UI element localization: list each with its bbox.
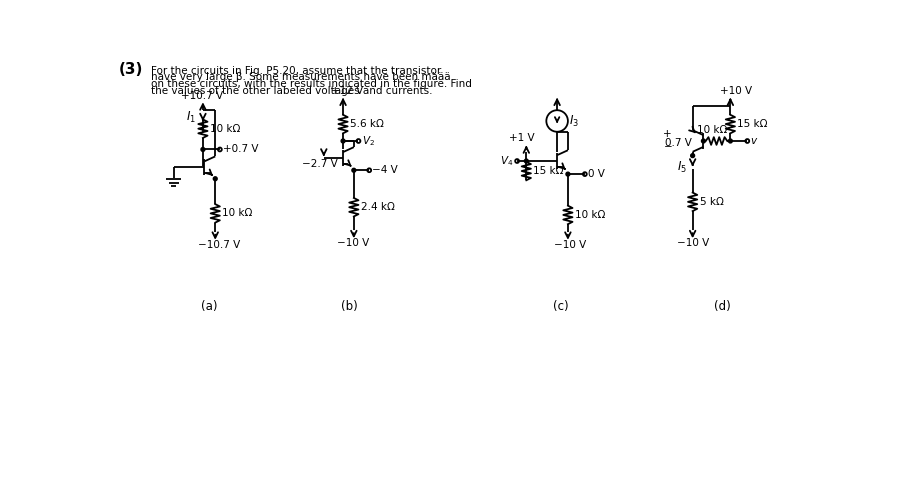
Circle shape	[201, 147, 205, 151]
Text: 10 kΩ: 10 kΩ	[575, 210, 605, 220]
Text: $I_5$: $I_5$	[677, 160, 687, 174]
Text: +12 V: +12 V	[331, 86, 363, 96]
Text: +10 V: +10 V	[719, 86, 752, 96]
Text: −4 V: −4 V	[372, 165, 398, 175]
Text: 10 kΩ: 10 kΩ	[210, 124, 240, 134]
Circle shape	[691, 154, 694, 158]
Text: (c): (c)	[553, 300, 569, 313]
Text: $V_4$: $V_4$	[501, 154, 513, 168]
Text: (a): (a)	[201, 300, 217, 313]
Text: −10 V: −10 V	[337, 238, 370, 248]
Text: 2.4 kΩ: 2.4 kΩ	[361, 202, 395, 212]
Text: 15 kΩ: 15 kΩ	[737, 119, 768, 129]
Text: (3): (3)	[119, 63, 144, 78]
Text: −10.7 V: −10.7 V	[198, 240, 240, 250]
Text: $I_3$: $I_3$	[570, 113, 579, 129]
Text: +10.7 V: +10.7 V	[181, 91, 223, 101]
Text: 10 kΩ: 10 kΩ	[697, 125, 727, 135]
Text: 10 kΩ: 10 kΩ	[222, 208, 253, 218]
Text: −10 V: −10 V	[677, 238, 710, 248]
Text: 15 kΩ: 15 kΩ	[533, 166, 563, 176]
Text: on these circuits, with the results indicated in the figure. Find: on these circuits, with the results indi…	[152, 80, 472, 89]
Text: $I_1$: $I_1$	[186, 110, 196, 125]
Circle shape	[352, 168, 356, 172]
Circle shape	[525, 159, 528, 163]
Circle shape	[701, 139, 705, 143]
Text: 0.7 V: 0.7 V	[665, 137, 692, 147]
Text: 0 V: 0 V	[588, 169, 605, 179]
Text: (b): (b)	[341, 300, 358, 313]
Circle shape	[728, 139, 732, 143]
Text: (d): (d)	[714, 300, 731, 313]
Text: For the circuits in Fig. P5.20, assume that the transistor: For the circuits in Fig. P5.20, assume t…	[152, 66, 441, 76]
Circle shape	[341, 139, 345, 143]
Text: 5.6 kΩ: 5.6 kΩ	[350, 119, 384, 129]
Text: +0.7 V: +0.7 V	[223, 145, 258, 154]
Text: have very large β. Some measurements have been määä: have very large β. Some measurements hav…	[152, 72, 451, 82]
Circle shape	[566, 172, 570, 176]
Text: the values of the other labeled voltages and currents.: the values of the other labeled voltages…	[152, 86, 433, 96]
Text: $v$: $v$	[751, 136, 759, 146]
Text: +1 V: +1 V	[509, 133, 535, 143]
Circle shape	[213, 177, 217, 181]
Text: 5 kΩ: 5 kΩ	[700, 197, 724, 207]
Text: $V_2$: $V_2$	[361, 134, 374, 148]
Text: −10 V: −10 V	[554, 240, 587, 250]
Text: −: −	[664, 142, 672, 152]
Text: +: +	[664, 129, 672, 139]
Text: −2.7 V: −2.7 V	[302, 160, 338, 170]
